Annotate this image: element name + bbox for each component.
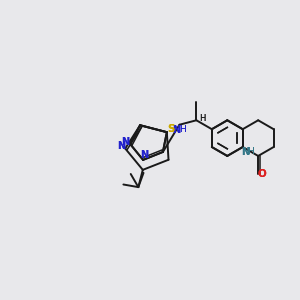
Text: H: H — [247, 148, 254, 157]
Text: H: H — [247, 148, 254, 157]
Text: S: S — [167, 124, 175, 134]
Text: O: O — [258, 169, 266, 179]
Text: N: N — [172, 125, 181, 135]
Text: N: N — [117, 141, 125, 151]
Text: N: N — [117, 141, 125, 151]
Text: H: H — [199, 114, 206, 123]
Text: H: H — [199, 114, 206, 123]
Text: H: H — [179, 125, 186, 134]
Text: N: N — [241, 147, 249, 157]
Text: N: N — [140, 150, 148, 160]
Text: S: S — [167, 124, 175, 134]
Text: N: N — [172, 125, 181, 135]
Text: N: N — [241, 147, 249, 157]
Text: N: N — [121, 137, 129, 147]
Text: N: N — [140, 150, 148, 160]
Text: O: O — [258, 169, 266, 179]
Text: H: H — [179, 125, 186, 134]
Text: N: N — [121, 137, 129, 147]
